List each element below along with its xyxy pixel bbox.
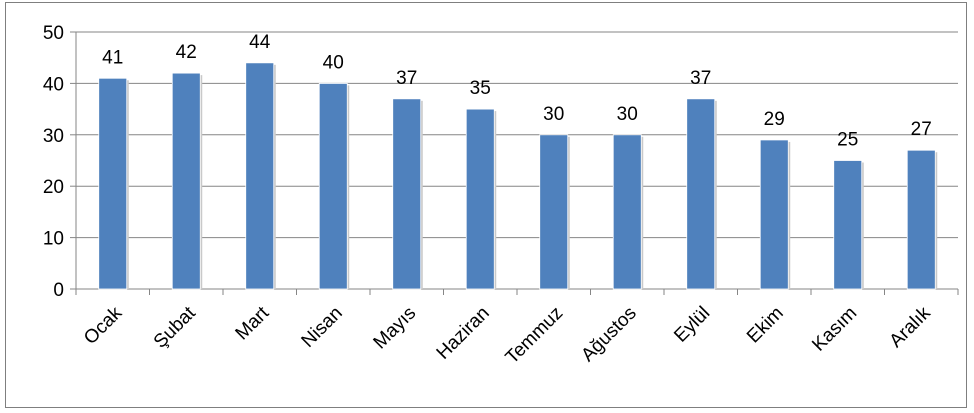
bar-5	[392, 98, 422, 290]
data-label: 42	[176, 42, 197, 63]
x-tick-label: Ağustos	[577, 303, 640, 366]
x-tick-label: Kasım	[808, 303, 861, 356]
x-tick-label: Eylül	[670, 303, 714, 347]
y-tick-label: 0	[53, 280, 64, 301]
y-tick-label: 40	[43, 74, 64, 95]
bar-12	[906, 149, 936, 290]
bar-4	[318, 83, 348, 290]
bars	[98, 62, 938, 290]
x-tick-label: Temmuz	[502, 303, 568, 369]
y-tick-label: 10	[43, 229, 64, 250]
data-label: 30	[617, 104, 638, 125]
x-tick-label: Haziran	[433, 303, 494, 364]
bar-11	[833, 160, 863, 290]
bar-1	[98, 77, 128, 290]
bar-7	[539, 134, 569, 290]
x-tick-label: Aralık	[886, 302, 936, 352]
data-label: 40	[323, 52, 344, 73]
y-tick-label: 20	[43, 177, 64, 198]
bar-9	[686, 98, 716, 290]
y-tick-label: 30	[43, 126, 64, 147]
data-label: 30	[543, 104, 564, 125]
x-tick-label: Ekim	[743, 303, 788, 348]
bar-8	[612, 134, 642, 290]
x-tick-label: Mayıs	[370, 303, 421, 354]
x-tick-label: Şubat	[150, 302, 200, 352]
axes	[70, 31, 959, 295]
x-tick-label: Mart	[232, 302, 274, 344]
bar-10	[759, 139, 789, 290]
bar-2	[171, 72, 201, 290]
data-label: 37	[396, 68, 417, 89]
data-label: 41	[102, 47, 123, 68]
bar-6	[465, 108, 495, 290]
data-label: 29	[764, 109, 785, 130]
bar-3	[245, 62, 275, 290]
gridlines	[76, 31, 958, 239]
x-tick-label: Nisan	[298, 303, 347, 352]
data-label: 25	[837, 130, 858, 151]
data-label: 37	[690, 68, 711, 89]
data-label: 35	[470, 78, 491, 99]
y-tick-label: 50	[43, 23, 64, 44]
x-tick-label: Ocak	[80, 302, 127, 349]
data-label: 44	[249, 32, 271, 53]
data-label: 27	[911, 119, 932, 140]
